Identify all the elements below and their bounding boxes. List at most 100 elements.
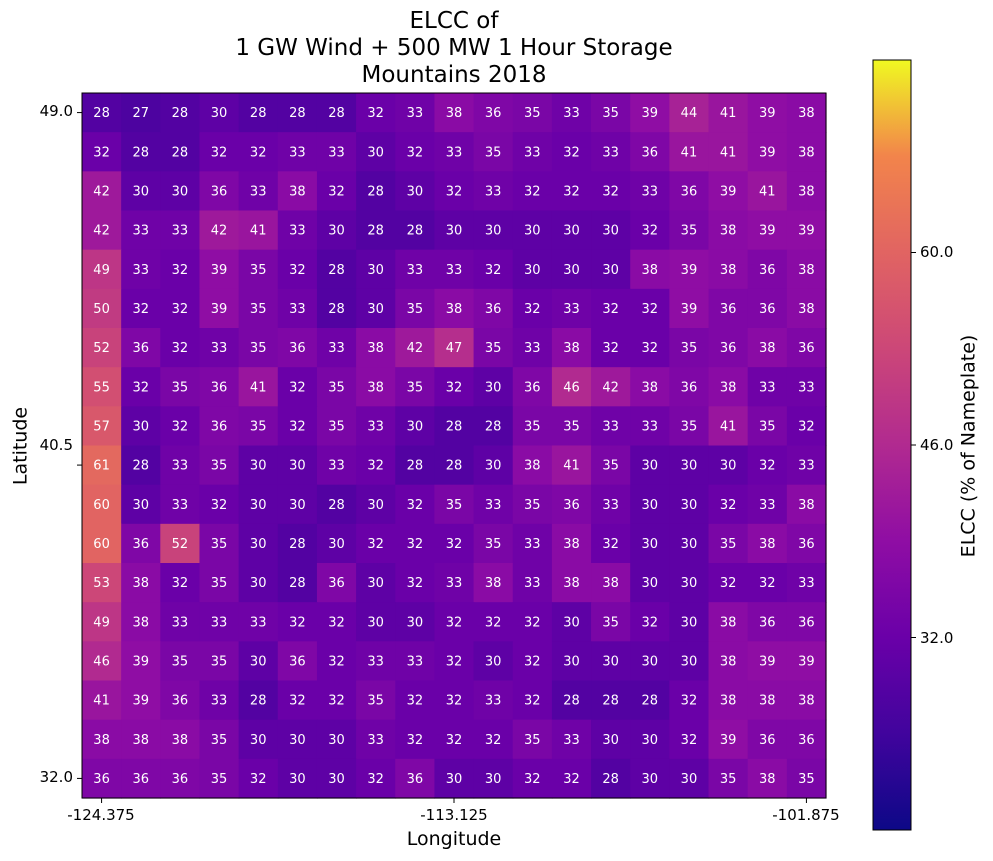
heatmap-cell [630,719,670,760]
heatmap-cell [82,249,122,290]
heatmap-cell [121,249,161,290]
cell-value-label: 32 [172,419,189,434]
cell-value-label: 33 [485,498,502,513]
heatmap-cell [630,171,670,212]
cell-value-label: 32 [524,302,541,317]
heatmap-cell [356,484,396,525]
cell-value-label: 32 [132,302,149,317]
heatmap-cell [277,758,318,799]
heatmap-cell [747,563,788,603]
heatmap-cell [473,719,514,760]
heatmap-cell [434,328,475,368]
cell-value-label: 32 [328,654,345,669]
heatmap-cell [277,367,318,407]
heatmap-cell [708,93,749,133]
heatmap-cell [199,484,240,525]
heatmap-cell [473,680,514,721]
heatmap-cell [238,445,279,486]
cell-value-label: 32 [328,694,345,709]
cell-value-label: 33 [798,576,815,591]
x-ticks [101,798,807,803]
cell-value-label: 30 [642,498,659,513]
heatmap-cell [747,132,788,172]
heatmap-cell [277,93,318,133]
heatmap-cell [551,132,592,172]
heatmap-cell [356,641,396,682]
cell-value-label: 41 [720,145,737,160]
cell-value-label: 30 [367,145,384,160]
colorbar-ticks [911,252,916,638]
heatmap-cell [786,210,827,251]
heatmap-cell [316,758,357,799]
heatmap-cell [434,288,475,329]
heatmap-cell [160,406,201,447]
cell-value-label: 35 [681,224,698,239]
heatmap-cell [708,563,749,603]
cell-value-label: 28 [563,694,580,709]
x-tick-label: -124.375 [67,806,135,824]
cell-value-label: 36 [681,380,698,395]
cell-value-label: 30 [681,615,698,630]
heatmap-cell [551,288,592,329]
heatmap-cell [473,523,514,564]
heatmap-cell [121,602,161,642]
heatmap-cell [395,171,436,212]
y-tick-label: 40.5 [39,436,73,454]
heatmap-cell [669,445,710,486]
cell-value-label: 30 [407,615,424,630]
cell-value-label: 38 [367,380,384,395]
cell-value-label: 36 [132,772,149,787]
cell-value-label: 30 [250,537,267,552]
cell-value-label: 61 [93,459,110,474]
heatmap-cell [395,523,436,564]
heatmap-cell [160,602,201,642]
heatmap-cell [316,406,357,447]
heatmap-cell [277,406,318,447]
heatmap-cell [630,641,670,682]
heatmap-cell [82,641,122,682]
heatmap-cell [316,328,357,368]
cell-value-label: 30 [250,654,267,669]
heatmap-cell [121,719,161,760]
cell-value-label: 30 [642,654,659,669]
heatmap-cell [395,288,436,329]
cell-value-label: 32 [759,576,776,591]
cell-value-label: 33 [172,224,189,239]
heatmap-cell [277,641,318,682]
cell-value-label: 28 [328,498,345,513]
cell-value-label: 39 [642,106,659,121]
cell-value-label: 30 [602,224,619,239]
heatmap-cell [277,523,318,564]
cell-value-label: 32 [720,498,737,513]
heatmap-cell [669,680,710,721]
x-axis-label: Longitude [406,828,502,850]
cell-value-label: 33 [132,263,149,278]
cell-value-label: 35 [681,341,698,356]
x-tick-label: -113.125 [420,806,488,824]
cell-value-label: 41 [93,694,110,709]
cell-value-label: 39 [720,733,737,748]
cell-value-label: 33 [446,145,463,160]
cell-value-label: 28 [367,224,384,239]
cell-value-label: 33 [211,341,228,356]
heatmap-cell [434,445,475,486]
heatmap-cell [591,328,631,368]
cell-value-label: 30 [485,772,502,787]
heatmap-cell [473,484,514,525]
cell-value-label: 33 [289,145,306,160]
heatmap-cell [630,602,670,642]
heatmap-cell [747,93,788,133]
heatmap-cell [473,563,514,603]
heatmap-cell [395,680,436,721]
heatmap-cell [747,210,788,251]
cell-value-label: 33 [446,576,463,591]
heatmap-cell [747,288,788,329]
cell-value-label: 32 [407,498,424,513]
heatmap-cell [669,249,710,290]
heatmap-cell [512,406,553,447]
cell-value-label: 32 [524,615,541,630]
cell-value-label: 38 [446,302,463,317]
cell-value-label: 32 [328,615,345,630]
cell-value-label: 38 [602,576,619,591]
cell-value-label: 28 [367,184,384,199]
